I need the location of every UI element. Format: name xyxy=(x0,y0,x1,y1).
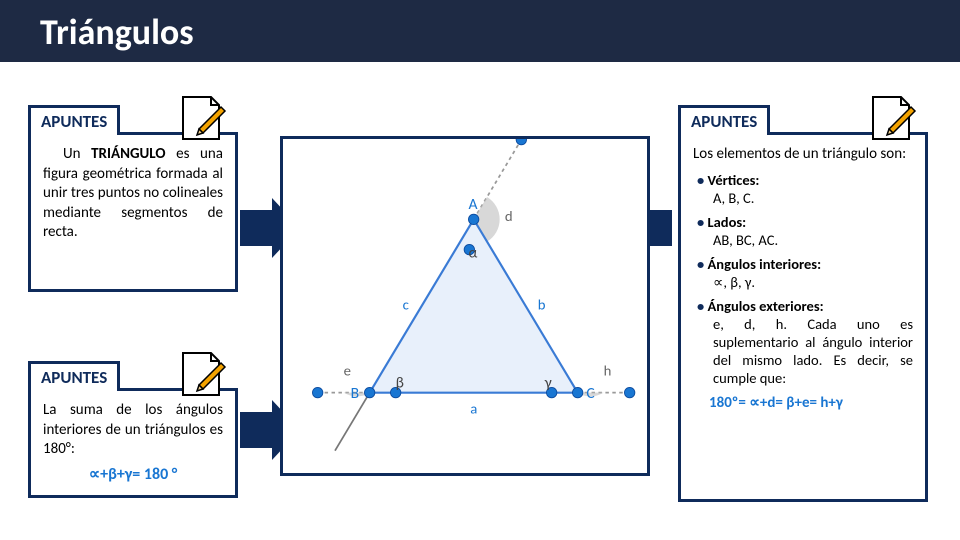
elements-list-item: • Ángulos interiores:∝, β, γ. xyxy=(697,255,913,291)
svg-text:h: h xyxy=(604,361,612,379)
triangle-diagram: A B Ca b c α β γ d e h xyxy=(283,139,647,473)
svg-text:e: e xyxy=(344,361,351,379)
note-tab: APUNTES xyxy=(28,361,120,391)
svg-text:β: β xyxy=(396,373,404,392)
elements-list-item: • Ángulos exteriores:e, d, h. Cada uno e… xyxy=(697,297,913,387)
svg-text:c: c xyxy=(403,295,409,313)
svg-text:C: C xyxy=(586,384,595,403)
page-title-bar: Triángulos xyxy=(0,0,960,62)
note-tab: APUNTES xyxy=(28,105,120,135)
svg-text:γ: γ xyxy=(544,373,552,392)
pencil-note-icon xyxy=(177,349,227,397)
note-definition-body: Un TRIÁNGULO es una figura geométrica fo… xyxy=(43,145,223,243)
note-elements-lead: Los elementos de un triángulo son: xyxy=(693,145,913,165)
svg-text:d: d xyxy=(505,207,513,225)
elements-list-item: • Vértices:A, B, C. xyxy=(697,171,913,207)
svg-text:A: A xyxy=(468,195,477,214)
note-sum-formula: ∝+β+γ= 180 ° xyxy=(43,464,223,484)
svg-text:α: α xyxy=(468,243,477,262)
pencil-note-icon xyxy=(867,93,917,141)
note-box-elements: APUNTES Los elementos de un triángulo so… xyxy=(678,132,928,502)
page-title: Triángulos xyxy=(40,10,194,54)
elements-list: • Vértices:A, B, C. • Lados:AB, BC, AC. • … xyxy=(693,171,913,387)
note-tab: APUNTES xyxy=(678,105,770,135)
note-box-definition: APUNTES Un TRIÁNGULO es una figura geomé… xyxy=(28,132,238,292)
diagram-panel: A B Ca b c α β γ d e h xyxy=(280,136,650,476)
elements-list-item: • Lados:AB, BC, AC. xyxy=(697,213,913,249)
svg-text:B: B xyxy=(351,384,359,403)
svg-text:a: a xyxy=(470,399,477,417)
note-sum-body: La suma de los ángulos interiores de un … xyxy=(43,401,223,460)
note-box-sum: APUNTES La suma de los ángulos interiore… xyxy=(28,388,238,498)
svg-text:b: b xyxy=(538,295,546,313)
pencil-note-icon xyxy=(177,93,227,141)
note-elements-formula: 180º= ∝+d= β+e= h+γ xyxy=(693,393,913,412)
